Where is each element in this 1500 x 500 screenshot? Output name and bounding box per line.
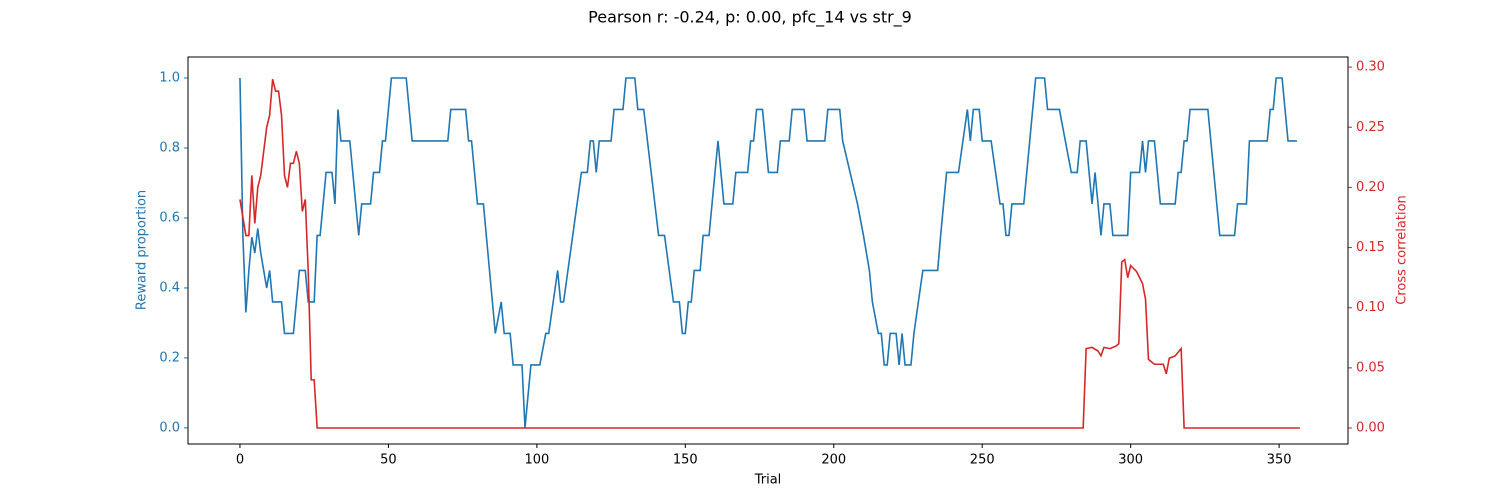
series-line xyxy=(239,77,1297,428)
y2-tick-label: 0.25 xyxy=(1356,120,1385,135)
y-tick-label: 0.0 xyxy=(159,420,180,435)
y-tick-label: 0.2 xyxy=(159,350,180,365)
y-axis-label: Reward proportion xyxy=(135,190,150,310)
x-tick-label: 250 xyxy=(970,453,995,468)
y2-tick-label: 0.20 xyxy=(1356,180,1385,195)
y2-tick-label: 0.10 xyxy=(1356,300,1385,315)
y-tick-label: 1.0 xyxy=(159,70,180,85)
y-tick-label: 0.6 xyxy=(159,210,180,225)
x-tick-label: 0 xyxy=(236,453,244,468)
y2-tick-label: 0.05 xyxy=(1356,360,1385,375)
y2-tick-label: 0.15 xyxy=(1356,240,1385,255)
x-tick-label: 200 xyxy=(821,453,846,468)
y2-tick-label: 0.30 xyxy=(1356,60,1385,75)
plot-frame xyxy=(187,56,1349,445)
y2-tick-label: 0.00 xyxy=(1356,421,1385,436)
y-tick-label: 0.4 xyxy=(159,280,180,295)
x-axis-label: Trial xyxy=(754,473,782,488)
y-tick-label: 0.8 xyxy=(159,140,180,155)
x-tick-label: 350 xyxy=(1267,453,1292,468)
series-line xyxy=(239,78,1300,429)
y2-axis-label: Cross correlation xyxy=(1395,195,1410,305)
x-tick-label: 150 xyxy=(673,453,698,468)
x-tick-label: 300 xyxy=(1118,453,1143,468)
x-tick-label: 100 xyxy=(524,453,549,468)
x-tick-label: 50 xyxy=(380,453,397,468)
chart-title: Pearson r: -0.24, p: 0.00, pfc_14 vs str… xyxy=(588,8,912,28)
